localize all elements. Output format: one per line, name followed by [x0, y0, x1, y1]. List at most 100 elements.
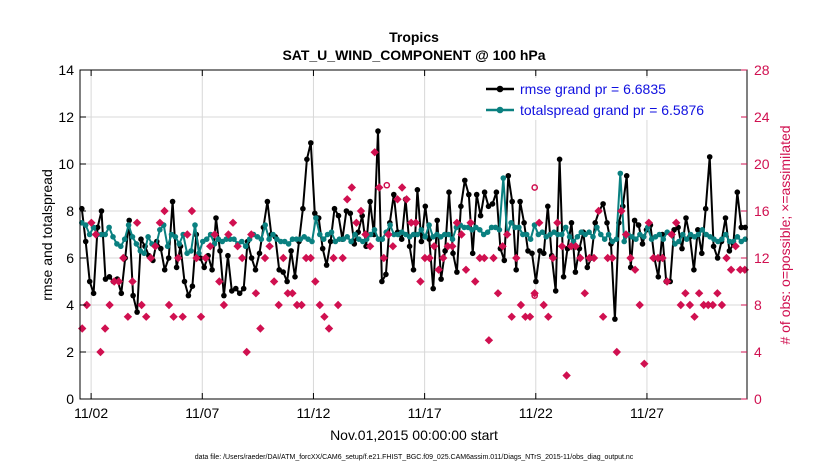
rmse-point — [165, 255, 172, 261]
rmse-point — [517, 198, 523, 205]
rmse-point — [240, 285, 247, 292]
obs-assimilated-point — [704, 300, 713, 310]
obs-assimilated-point — [699, 300, 708, 310]
obs-assimilated-point — [621, 230, 631, 239]
obs-assimilated-point — [151, 242, 160, 251]
rmse-point — [631, 217, 638, 224]
rmse-point — [126, 217, 132, 224]
rmse-point — [702, 205, 709, 212]
y2-tick-label: 4 — [754, 344, 762, 360]
totalspread-point — [86, 231, 93, 238]
totalspread-point — [598, 231, 604, 238]
rmse-point — [391, 191, 397, 198]
totalspread-point — [352, 231, 358, 238]
totalspread-point — [278, 238, 284, 245]
totalspread-point — [145, 234, 151, 240]
totalspread-point — [500, 175, 507, 181]
rmse-point — [592, 220, 598, 226]
obs-assimilated-point — [667, 230, 676, 239]
obs-possible-point — [383, 181, 391, 189]
totalspread-point — [414, 231, 421, 238]
obs-assimilated-point — [292, 300, 302, 310]
totalspread-point — [516, 224, 522, 231]
legend-box — [482, 78, 741, 120]
totalspread-point — [523, 231, 530, 238]
totalspread-point — [336, 236, 343, 242]
totalspread-point — [680, 231, 686, 238]
rmse-point — [454, 269, 460, 275]
obs-assimilated-point — [553, 218, 562, 227]
legend-rmse-marker — [496, 85, 504, 93]
obs-assimilated-point — [662, 277, 672, 286]
totalspread-point — [594, 224, 600, 231]
totalspread-point — [633, 236, 639, 242]
totalspread-point — [118, 243, 124, 250]
obs-assimilated-point — [192, 253, 201, 263]
totalspread-point — [289, 236, 296, 242]
obs-assimilated-point — [119, 253, 128, 263]
rmse-point — [225, 252, 231, 259]
obs-assimilated-point — [516, 300, 526, 310]
y2-tick-label: 20 — [754, 156, 770, 172]
obs-assimilated-point — [722, 253, 731, 263]
obs-assimilated-point — [525, 312, 535, 321]
obs-assimilated-point — [658, 253, 667, 263]
obs-assimilated-point — [146, 253, 155, 263]
rmse-point — [434, 217, 441, 224]
rmse-point — [406, 243, 413, 250]
obs-assimilated-point — [452, 218, 462, 227]
rmse-point — [410, 267, 417, 273]
totalspread-point — [141, 250, 147, 257]
obs-assimilated-point — [201, 253, 210, 263]
obs-assimilated-point — [731, 242, 740, 251]
obs-assimilated-point — [420, 253, 430, 263]
totalspread-point — [133, 241, 140, 247]
obs-assimilated-point — [238, 253, 247, 263]
y-tick-label: 12 — [58, 109, 74, 125]
y2-tick-label: 28 — [754, 62, 770, 78]
obs-assimilated-point — [178, 312, 187, 321]
obs-assimilated-point — [91, 230, 101, 239]
obs-assimilated-point — [183, 230, 192, 239]
rmse-point — [699, 250, 705, 257]
totalspread-point — [379, 236, 386, 242]
y2-tick-label: 12 — [754, 250, 770, 266]
rmse-point — [106, 274, 113, 280]
rmse-series — [79, 128, 748, 322]
obs-assimilated-point — [471, 277, 480, 286]
obs-assimilated-point — [690, 312, 699, 321]
rmse-point — [734, 189, 741, 195]
obs-assimilated-point — [324, 324, 334, 333]
rmse-point — [323, 262, 330, 268]
rmse-point — [335, 212, 342, 219]
totalspread-point — [488, 224, 495, 231]
obs-assimilated-point — [443, 242, 452, 251]
y2-tick-label: 8 — [754, 297, 762, 313]
rmse-point — [327, 238, 334, 245]
obs-assimilated-point — [439, 253, 448, 263]
totalspread-point — [320, 236, 327, 242]
obs-assimilated-point — [251, 289, 261, 298]
obs-assimilated-point — [484, 336, 494, 345]
obs-assimilated-point — [713, 289, 722, 298]
x-tick-label: 11/22 — [519, 405, 553, 421]
obs-assimilated-point — [242, 347, 251, 357]
rmse-point — [722, 215, 729, 221]
obs-assimilated-point — [269, 277, 279, 286]
obs-assimilated-point — [457, 230, 466, 239]
obs-assimilated-point — [411, 218, 420, 227]
totalspread-point — [539, 229, 546, 235]
totalspread-point — [270, 231, 276, 238]
totalspread-point — [285, 241, 292, 247]
obs-assimilated-point — [603, 253, 612, 263]
totalspread-point — [309, 238, 315, 245]
obs-assimilated-point — [219, 300, 229, 310]
rmse-point — [138, 236, 144, 242]
obs-assimilated-point — [429, 242, 439, 251]
totalspread-point — [203, 236, 210, 242]
obs-assimilated-point — [566, 242, 576, 251]
totalspread-point — [699, 227, 706, 233]
rmse-point — [82, 238, 89, 245]
obs-assimilated-point — [110, 277, 119, 286]
obs-assimilated-point — [311, 277, 320, 286]
